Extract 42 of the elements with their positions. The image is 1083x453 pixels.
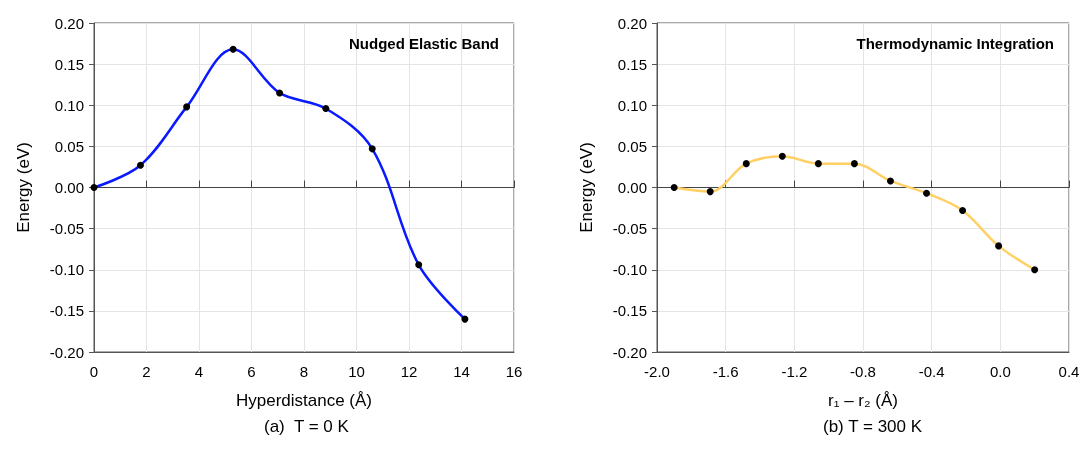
x-tick-label: 8 [299,363,309,380]
x-tick-label: 0 [89,363,99,380]
x-tick-label: 0.0 [989,363,1011,380]
y-tick-label: 0.15 [617,55,647,73]
x-tick-label: 2 [142,363,151,380]
y-tick-label: -0.15 [612,302,647,320]
y-tick-label: 0.00 [54,179,84,196]
y-tick-label: -0.05 [612,220,647,238]
x-tick-label: 16 [505,363,523,380]
x-tick-label: 0.4 [1058,363,1080,380]
y-tick-label: 0.15 [54,55,84,73]
y-tick-label: 0.05 [54,137,84,155]
x-tick-label: 6 [247,363,256,380]
y-axis-title: Energy (eV) [14,142,33,233]
x-tick-label: -1.6 [712,363,739,380]
y-tick-label: 0.10 [54,96,84,114]
y-tick-label: 0.20 [54,14,84,32]
y-tick-label: 0.00 [617,179,647,196]
y-tick-label: -0.05 [49,220,84,238]
x-tick-label: 10 [348,363,365,380]
y-tick-label: -0.10 [612,261,647,279]
x-tick-label: -0.8 [850,363,876,380]
y-tick-label: 0.05 [617,137,647,155]
y-tick-label: -0.20 [612,343,647,361]
x-tick-label: -1.2 [781,363,808,380]
x-tick-label: 4 [194,363,204,380]
text: Nudged Elastic Band [348,35,500,52]
x-axis-title: r₁ – r₂ (Å) [828,391,898,410]
text: (b) T = 300 K [823,417,923,436]
text: Thermodynamic Integration [856,35,1054,52]
y-axis-title: Energy (eV) [577,142,596,233]
x-tick-label: 12 [400,363,418,380]
x-tick-label: 14 [453,363,470,380]
y-tick-label: -0.15 [49,302,84,320]
y-tick-label: -0.20 [49,343,84,361]
y-tick-label: 0.10 [617,96,647,114]
y-tick-label: 0.20 [617,14,647,32]
x-tick-label: -2.0 [644,363,670,380]
x-tick-label: -0.4 [918,363,945,380]
y-tick-label: -0.10 [49,261,84,279]
text: (a) T = 0 K [264,417,350,436]
x-axis-title: Hyperdistance (Å) [235,391,373,410]
